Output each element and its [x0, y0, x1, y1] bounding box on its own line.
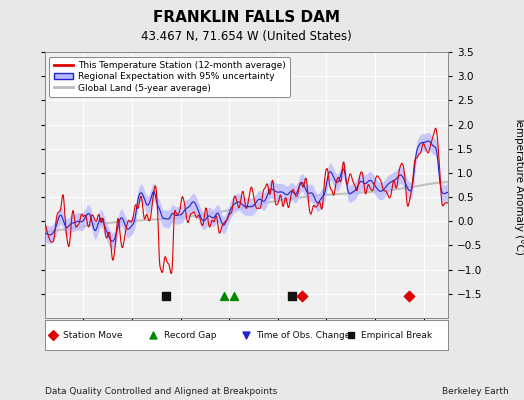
Point: [288, 293, 297, 300]
Point: [347, 332, 355, 338]
Point: [162, 293, 170, 300]
Point: [149, 332, 158, 338]
Point: [298, 293, 307, 300]
Text: Time of Obs. Change: Time of Obs. Change: [256, 330, 351, 340]
Text: FRANKLIN FALLS DAM: FRANKLIN FALLS DAM: [153, 10, 340, 25]
Text: Station Move: Station Move: [63, 330, 122, 340]
Text: Berkeley Earth: Berkeley Earth: [442, 387, 508, 396]
Text: Data Quality Controlled and Aligned at Breakpoints: Data Quality Controlled and Aligned at B…: [45, 387, 277, 396]
Point: [405, 293, 413, 300]
Text: 43.467 N, 71.654 W (United States): 43.467 N, 71.654 W (United States): [141, 30, 352, 43]
Y-axis label: Temperature Anomaly (°C): Temperature Anomaly (°C): [514, 116, 524, 254]
Point: [242, 332, 250, 338]
Point: [220, 293, 228, 300]
Text: Record Gap: Record Gap: [163, 330, 216, 340]
Legend: This Temperature Station (12-month average), Regional Expectation with 95% uncer: This Temperature Station (12-month avera…: [49, 56, 290, 97]
Point: [230, 293, 238, 300]
Point: [48, 332, 57, 338]
Text: Empirical Break: Empirical Break: [361, 330, 432, 340]
